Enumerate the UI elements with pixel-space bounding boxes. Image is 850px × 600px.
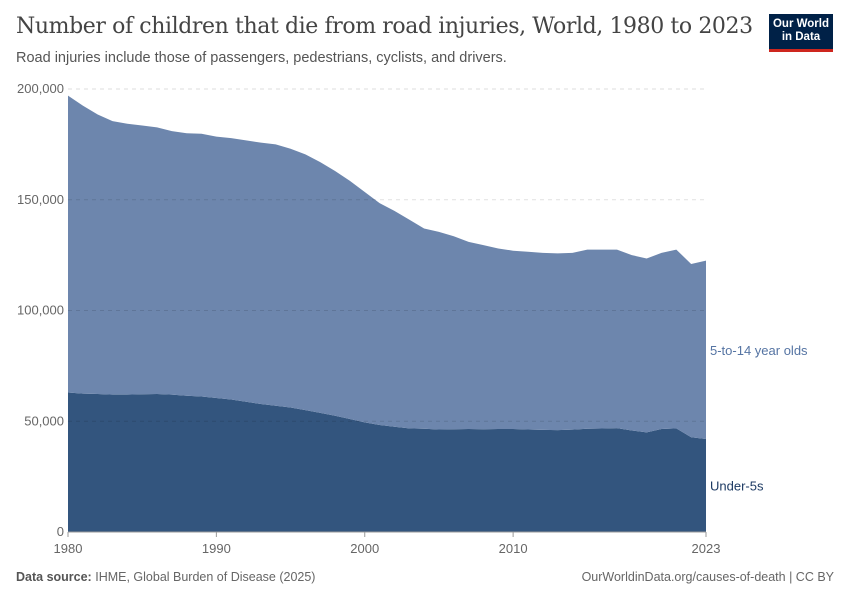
area-under-5s — [68, 392, 706, 532]
y-tick-label: 200,000 — [17, 81, 64, 96]
owid-logo[interactable]: Our World in Data — [769, 14, 833, 52]
series-label: Under-5s — [710, 478, 764, 493]
y-tick-label: 150,000 — [17, 192, 64, 207]
y-tick-label: 100,000 — [17, 303, 64, 318]
series-label: 5-to-14 year olds — [710, 343, 808, 358]
x-tick-label: 2000 — [350, 541, 379, 556]
chart-title: Number of children that die from road in… — [16, 14, 753, 39]
credit-link[interactable]: OurWorldinData.org/causes-of-death | CC … — [581, 570, 834, 584]
chart-subtitle: Road injuries include those of passenger… — [16, 50, 507, 66]
x-tick-label: 1980 — [54, 541, 83, 556]
x-tick-label: 2010 — [499, 541, 528, 556]
y-tick-label: 50,000 — [24, 413, 64, 428]
x-tick-label: 2023 — [692, 541, 721, 556]
data-source: Data source: IHME, Global Burden of Dise… — [16, 570, 316, 584]
x-tick-label: 1990 — [202, 541, 231, 556]
y-tick-label: 0 — [57, 524, 64, 539]
area-5-to-14-year-olds — [68, 95, 706, 439]
